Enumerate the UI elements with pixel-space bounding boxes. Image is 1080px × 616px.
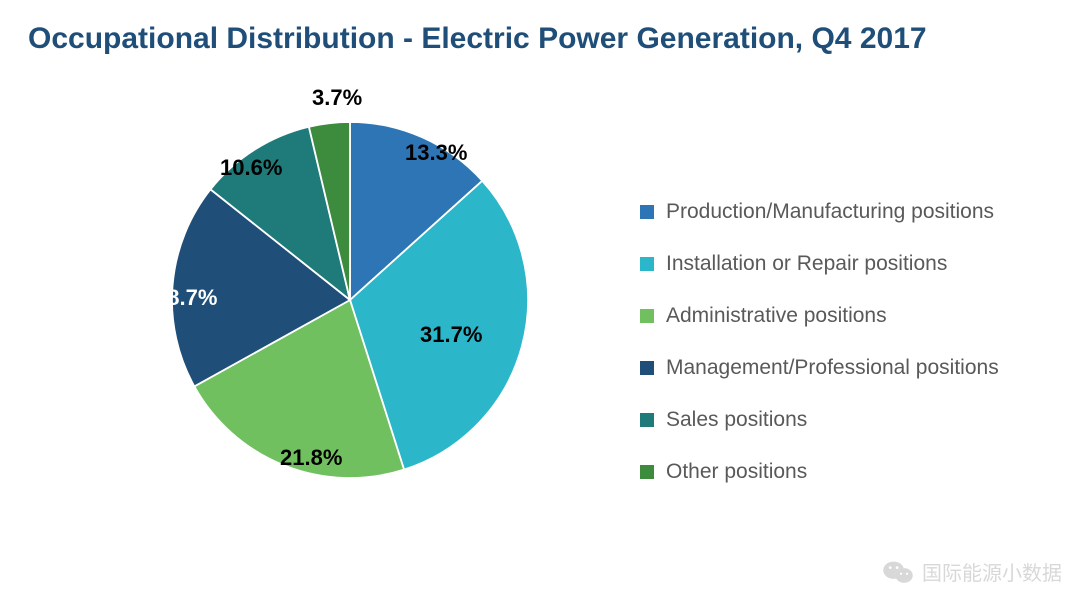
- wechat-icon: [882, 559, 914, 585]
- watermark: 国际能源小数据: [882, 557, 1062, 586]
- legend-label: Administrative positions: [666, 304, 887, 328]
- legend-swatch: [640, 465, 654, 479]
- pie-chart: 13.3%31.7%21.8%18.7%10.6%3.7%: [140, 90, 560, 510]
- legend-swatch: [640, 361, 654, 375]
- legend-item: Installation or Repair positions: [640, 252, 999, 276]
- watermark-text: 国际能源小数据: [922, 557, 1062, 586]
- legend-item: Administrative positions: [640, 304, 999, 328]
- slice-label: 3.7%: [312, 85, 362, 111]
- legend-label: Management/Professional positions: [666, 356, 999, 380]
- legend-item: Management/Professional positions: [640, 356, 999, 380]
- legend-label: Sales positions: [666, 408, 807, 432]
- slice-label: 10.6%: [220, 155, 282, 181]
- legend-swatch: [640, 205, 654, 219]
- legend-item: Production/Manufacturing positions: [640, 200, 999, 224]
- legend-item: Sales positions: [640, 408, 999, 432]
- legend-label: Installation or Repair positions: [666, 252, 947, 276]
- legend-swatch: [640, 257, 654, 271]
- slice-label: 13.3%: [405, 140, 467, 166]
- legend: Production/Manufacturing positions Instal…: [640, 200, 999, 484]
- legend-swatch: [640, 413, 654, 427]
- slice-label: 31.7%: [420, 322, 482, 348]
- legend-label: Production/Manufacturing positions: [666, 200, 994, 224]
- legend-swatch: [640, 309, 654, 323]
- slice-label: 21.8%: [280, 445, 342, 471]
- slice-label: 18.7%: [155, 285, 217, 311]
- chart-title: Occupational Distribution - Electric Pow…: [28, 22, 927, 56]
- legend-item: Other positions: [640, 460, 999, 484]
- legend-label: Other positions: [666, 460, 807, 484]
